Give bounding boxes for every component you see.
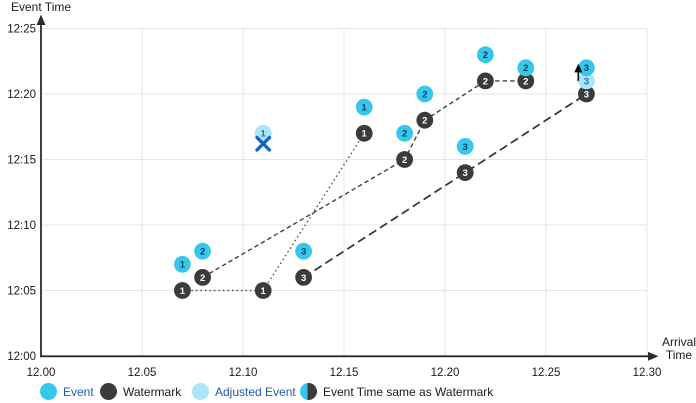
x-tick-label: 12.25 — [532, 367, 561, 379]
event-point-label: 1 — [180, 260, 186, 271]
event-point-label: 3 — [584, 63, 589, 74]
rejected-event-x-icon — [255, 135, 272, 152]
watermark-point-label: 1 — [362, 129, 368, 140]
event-point-label: 2 — [402, 129, 407, 140]
legend-item-adjusted: Adjusted Event — [192, 383, 296, 400]
y-tick-label: 12:15 — [7, 155, 36, 167]
event-point-label: 2 — [523, 63, 528, 74]
watermark-point — [355, 124, 373, 142]
legend-label: Event Time same as Watermark — [323, 384, 494, 399]
watermark-point — [194, 269, 212, 286]
legend-label: Adjusted Event — [215, 384, 296, 399]
x-tick-label: 12.00 — [27, 367, 56, 379]
watermark-point-label: 2 — [402, 155, 407, 166]
legend-swatch-adjusted-icon — [192, 383, 209, 400]
legend-item-split: Event Time same as Watermark — [300, 383, 493, 400]
legend: Event Watermark Adjusted Event Event Time s… — [0, 383, 696, 403]
event-point — [456, 138, 474, 155]
event-point-label: 3 — [463, 142, 468, 153]
x-tick-label: 12.20 — [431, 367, 460, 379]
plot-area: 12:00 12:05 12:10 12:15 12:20 12:25 12.00 12.05… — [7, 14, 662, 379]
y-tick-label: 12:05 — [7, 286, 36, 298]
adjusted-up-arrow-icon — [574, 63, 583, 73]
watermark-point-label: 2 — [523, 76, 528, 87]
watermark-point — [174, 282, 191, 299]
watermark-point — [578, 85, 595, 103]
watermark-point-label: 3 — [584, 89, 589, 100]
legend-item-event: Event — [40, 383, 94, 400]
watermark-point — [416, 111, 434, 129]
event-point-label: 1 — [362, 103, 368, 114]
x-tick-label: 12.30 — [633, 367, 662, 379]
watermark-point — [295, 269, 312, 286]
watermark-point — [254, 282, 272, 299]
watermark-point-label: 3 — [463, 168, 468, 179]
watermark-point — [517, 72, 535, 90]
watermark-point-label: 2 — [200, 273, 205, 284]
legend-label: Watermark — [123, 384, 182, 399]
x-axis-arrow-icon — [648, 351, 659, 361]
watermark-line-1 — [182, 132, 365, 292]
watermark-line-3 — [303, 93, 587, 279]
watermark-point — [477, 72, 494, 90]
event-point — [416, 85, 434, 103]
event-point-label: 2 — [200, 247, 205, 258]
y-tick-label: 12:10 — [7, 220, 36, 232]
event-point — [295, 242, 312, 260]
legend-label: Event — [63, 384, 94, 399]
legend-item-watermark: Watermark — [100, 383, 181, 400]
legend-swatch-event-icon — [40, 383, 57, 400]
x-axis-title-line1: Arrival — [661, 335, 696, 349]
adjusted-event-point — [578, 72, 595, 90]
y-axis-arrow-icon — [36, 14, 46, 25]
event-point-label: 2 — [483, 50, 488, 61]
y-axis-title: Event Time — [11, 0, 72, 14]
x-tick-label: 12.15 — [330, 367, 359, 379]
y-tick-label: 12:25 — [7, 24, 36, 36]
x-axis-title: Arrival Time — [659, 336, 696, 361]
event-point — [355, 98, 373, 116]
watermark-point — [396, 151, 413, 168]
event-point — [396, 124, 413, 142]
event-point — [517, 59, 535, 77]
watermark-point-label: 2 — [422, 116, 427, 127]
y-tick-label: 12:20 — [7, 89, 36, 101]
x-tick-label: 12.05 — [128, 367, 157, 379]
event-point-label: 3 — [301, 247, 306, 258]
watermark-point-label: 2 — [483, 76, 488, 87]
event-point — [194, 242, 212, 260]
adjusted-event-point-label: 3 — [584, 76, 589, 87]
legend-swatch-watermark-icon — [100, 383, 117, 400]
adjusted-event-point-label: 1 — [261, 129, 267, 140]
watermark-point-label: 1 — [261, 286, 267, 297]
event-point — [477, 46, 494, 64]
event-point-label: 2 — [422, 89, 427, 100]
legend-swatch-split-icon — [300, 383, 317, 400]
watermark-point-label: 3 — [301, 273, 306, 284]
watermark-point-label: 1 — [180, 286, 186, 297]
y-tick-label: 12:00 — [7, 351, 36, 363]
x-tick-label: 12.10 — [229, 367, 258, 379]
watermark-point — [456, 164, 474, 182]
event-point — [174, 255, 191, 273]
x-axis-title-line2: Time — [665, 347, 693, 362]
